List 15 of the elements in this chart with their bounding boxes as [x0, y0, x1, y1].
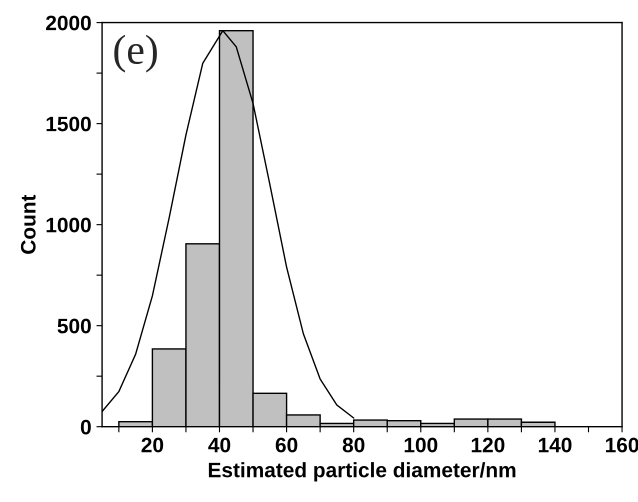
y-tick-label: 500	[58, 318, 91, 334]
y-tick-label: 1500	[46, 116, 91, 132]
x-tick-label: 120	[472, 438, 504, 452]
x-tick-label: 100	[404, 438, 438, 452]
x-tick-label: 60	[276, 438, 298, 452]
x-tick-label: 140	[538, 438, 572, 452]
y-tick-label: 0	[80, 420, 91, 434]
x-axis-title: Estimated particle diameter/nm	[208, 462, 516, 482]
x-tick-label: 20	[142, 438, 164, 452]
y-axis-title: Count	[20, 194, 36, 254]
y-tick-label: 1000	[46, 218, 91, 232]
x-tick-label: 80	[342, 438, 364, 452]
annotation: (e)	[114, 34, 157, 72]
x-tick-label: 40	[208, 438, 230, 452]
y-tick-label: 2000	[46, 16, 91, 30]
